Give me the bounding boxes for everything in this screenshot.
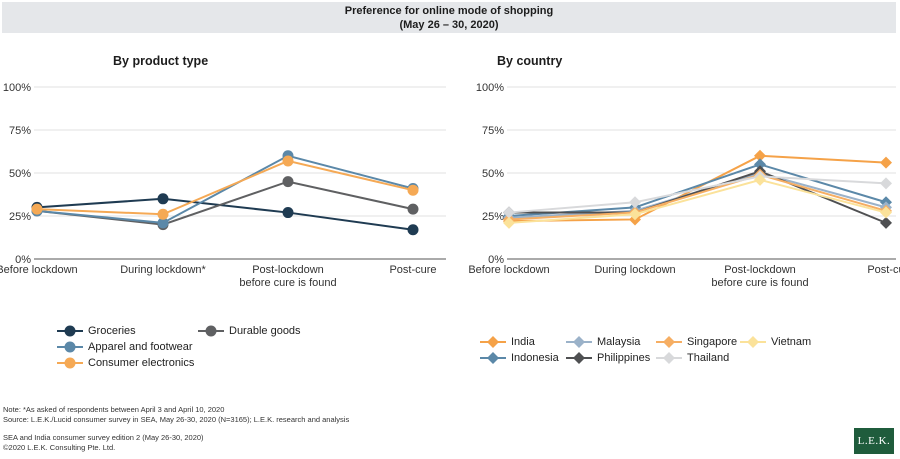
legend-marker-singapore	[656, 336, 682, 348]
chart-main-title: Preference for online mode of shopping	[344, 5, 554, 17]
legend-label-thailand: Thailand	[687, 352, 730, 364]
data-point-apparel-and-footwear	[157, 217, 169, 229]
data-point-thailand	[880, 177, 892, 190]
legend-label-groceries: Groceries	[88, 325, 136, 337]
series-line-india	[508, 154, 887, 223]
legend-label-philippines: Philippines	[597, 352, 651, 364]
data-point-vietnam	[503, 216, 515, 229]
legend-marker-philippines	[566, 352, 592, 364]
y-tick-label: 0%	[488, 254, 504, 266]
legend-marker-thailand	[656, 352, 682, 364]
y-tick-label: 75%	[482, 125, 504, 137]
x-tick-label: Before lockdown	[468, 264, 549, 276]
footnote-survey: SEA and India consumer survey edition 2 …	[3, 433, 204, 442]
x-tick-label: Post-cu	[867, 264, 900, 276]
legend-marker-indonesia	[480, 352, 506, 364]
legend-label-durable-goods: Durable goods	[229, 325, 301, 337]
legend-marker-durable-goods	[198, 325, 224, 337]
data-point-vietnam	[629, 208, 641, 221]
lek-logo: L.E.K.	[854, 428, 894, 454]
footnote-note: Note: *As asked of respondents between A…	[3, 405, 225, 414]
y-tick-label: 0%	[15, 254, 31, 266]
data-point-durable-goods	[407, 203, 419, 215]
legend-marker-apparel	[57, 341, 83, 353]
data-point-consumer-electronics	[407, 184, 419, 196]
legend-label-indonesia: Indonesia	[511, 352, 559, 364]
x-tick-label: before cure is found	[239, 277, 336, 289]
x-tick-label: Post-lockdown	[252, 264, 324, 276]
legend-marker-groceries	[57, 325, 83, 337]
y-tick-label: 100%	[3, 82, 31, 94]
y-tick-label: 25%	[9, 211, 31, 223]
chart-date-range: (May 26 – 30, 2020)	[399, 19, 499, 31]
country-line-chart: 0% 25% 50% 75% 100% Before lockdown During loc…	[468, 82, 900, 289]
x-tick-label: During lockdown	[594, 264, 675, 276]
legend-label-india: India	[511, 336, 535, 348]
legend-label-consumer-electronics: Consumer electronics	[88, 357, 195, 369]
data-point-groceries	[157, 193, 169, 205]
data-point-consumer-electronics	[157, 208, 169, 220]
series-line-thailand	[508, 175, 887, 214]
legend-marker-vietnam	[740, 336, 766, 348]
legend-marker-malaysia	[566, 336, 592, 348]
series-line-consumer-electronics	[36, 159, 414, 216]
y-tick-label: 25%	[482, 211, 504, 223]
x-tick-label: Before lockdown	[0, 264, 78, 276]
y-tick-label: 50%	[482, 168, 504, 180]
data-point-thailand	[503, 206, 515, 219]
legend-marker-india	[480, 336, 506, 348]
data-point-vietnam	[880, 206, 892, 219]
data-point-india	[754, 149, 766, 162]
data-point-durable-goods	[282, 176, 294, 188]
panel-title-product-type: By product type	[113, 54, 209, 68]
series-line-groceries	[36, 197, 414, 231]
y-tick-label: 100%	[476, 82, 504, 94]
y-tick-label: 75%	[9, 125, 31, 137]
data-point-groceries	[282, 207, 294, 219]
x-tick-label: Post-lockdown	[724, 264, 796, 276]
data-point-philippines	[880, 216, 892, 229]
data-point-groceries	[407, 224, 419, 236]
x-tick-label: Post-cure	[389, 264, 436, 276]
data-point-india	[880, 156, 892, 169]
legend-label-singapore: Singapore	[687, 336, 738, 348]
x-tick-label: During lockdown*	[120, 264, 206, 276]
y-tick-label: 50%	[9, 168, 31, 180]
series-line-apparel-and-footwear	[36, 154, 414, 224]
legend-label-vietnam: Vietnam	[771, 336, 812, 348]
legend-label-malaysia: Malaysia	[597, 336, 641, 348]
data-point-thailand	[629, 196, 641, 209]
footnote-copyright: ©2020 L.E.K. Consulting Pte. Ltd.	[3, 443, 116, 452]
series-line-vietnam	[508, 178, 887, 224]
panel-title-country: By country	[497, 54, 563, 68]
legend-label-apparel: Apparel and footwear	[88, 341, 193, 353]
series-line-singapore	[508, 173, 887, 221]
product-type-line-chart: 0% 25% 50% 75% 100% Before lockdown During loc…	[0, 82, 446, 289]
data-point-consumer-electronics	[31, 203, 43, 215]
x-tick-label: before cure is found	[711, 277, 808, 289]
chart-banner: Preference for online mode of shopping (…	[2, 2, 896, 33]
data-point-indonesia	[754, 158, 766, 171]
footnote-source: Source: L.E.K./Lucid consumer survey in …	[3, 415, 350, 424]
data-point-consumer-electronics	[282, 155, 294, 167]
data-point-vietnam	[754, 173, 766, 186]
legend-marker-consumer-electronics	[57, 357, 83, 369]
